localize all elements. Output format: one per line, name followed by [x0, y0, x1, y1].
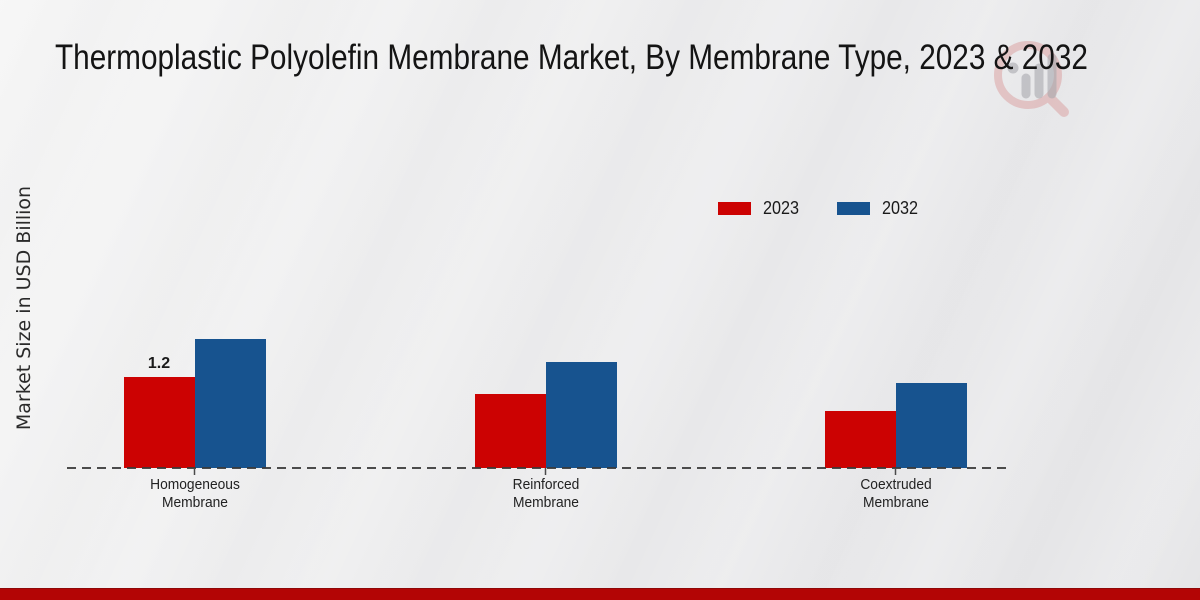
- chart-title: Thermoplastic Polyolefin Membrane Market…: [55, 38, 1088, 77]
- bar-value-label: 1.2: [147, 355, 171, 372]
- footer-red-band: [0, 588, 1200, 600]
- legend-swatch-2032: [837, 202, 871, 215]
- bar-2032-1: [545, 362, 617, 468]
- bar-2023-0: [123, 377, 195, 468]
- bar-2032-0: [194, 339, 266, 468]
- bar-2032-2: [895, 383, 967, 468]
- y-axis-label: Market Size in USD Billion: [13, 185, 35, 431]
- category-label-1: Reinforced Membrane: [512, 476, 579, 511]
- category-label-2: Coextruded Membrane: [859, 476, 932, 511]
- magnifier-ring-icon: [994, 41, 1062, 109]
- legend-item-2023: 2023: [718, 198, 803, 219]
- legend-label-2032: 2032: [882, 198, 919, 218]
- legend-swatch-2023: [718, 202, 751, 215]
- legend-label-2023: 2023: [763, 198, 800, 218]
- magnifier-handle-icon: [1045, 93, 1069, 117]
- category-label-0: Homogeneous Membrane: [149, 476, 240, 511]
- bar-chart-glyph-icon: [1007, 53, 1057, 99]
- bar-2023-1: [474, 394, 546, 468]
- watermark-logo: [994, 41, 1069, 117]
- legend: 2023 2032: [718, 198, 922, 219]
- bar-2023-2: [824, 411, 896, 468]
- legend-item-2032: 2032: [837, 198, 922, 219]
